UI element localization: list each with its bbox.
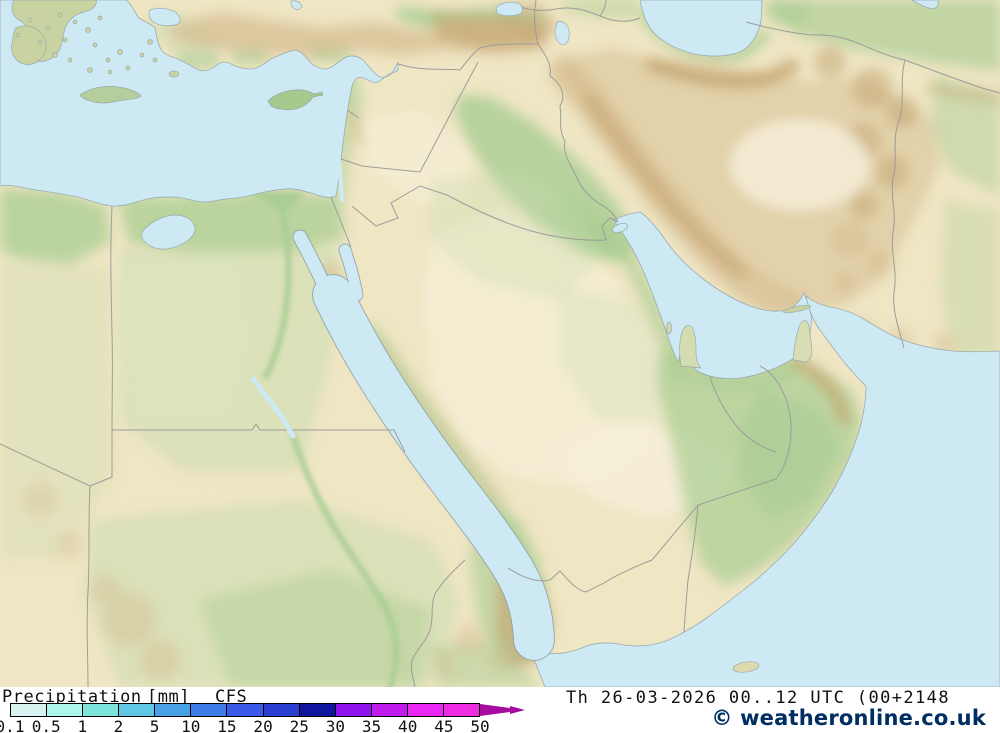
legend-ticks: 0.1 0.5 1 2 5 10 15 20 25 30 35 40 45 50 — [0, 717, 540, 733]
bahrain-island — [666, 321, 672, 335]
timestamp-text: Th 26-03-2026 00..12 UTC (00+2148 — [566, 688, 950, 708]
lake-nasser — [250, 376, 296, 439]
persian-gulf — [613, 211, 812, 379]
lake-tuz — [290, 0, 303, 11]
legend-model: CFS — [215, 687, 248, 707]
dead-sea — [336, 144, 344, 202]
legend-tick: 35 — [361, 717, 382, 733]
legend-footer: Precipitation [mm] CFS 0.1 0.5 1 2 5 10 15 20 25… — [0, 687, 1000, 733]
legend-tick: 30 — [325, 717, 346, 733]
aegean-islands — [15, 12, 158, 75]
mountains-layer — [22, 2, 1000, 680]
legend-tick: 25 — [289, 717, 309, 733]
nile-river — [250, 192, 400, 687]
caspian-sea — [639, 0, 763, 57]
legend-tick: 2 — [113, 717, 124, 733]
legend-cell — [406, 704, 443, 716]
legend-cell — [11, 704, 47, 716]
legend-tick: 0.5 — [31, 717, 61, 733]
legend-tick: 45 — [434, 717, 454, 733]
kuwait-bay — [611, 222, 629, 234]
legend-cell — [370, 704, 407, 716]
legend-tick: 10 — [181, 717, 201, 733]
legend-tick: 1 — [77, 717, 88, 733]
legend-tick: 20 — [253, 717, 273, 733]
legend-units: [mm] — [147, 687, 190, 707]
legend-cell — [442, 704, 480, 716]
legend-cell — [82, 704, 119, 716]
copyright-text: © weatheronline.co.uk — [711, 706, 986, 730]
lakes-layer — [141, 0, 570, 439]
legend-cell — [226, 704, 263, 716]
map-canvas — [0, 0, 1000, 687]
legend-tick: 40 — [398, 717, 418, 733]
legend-cell — [118, 704, 155, 716]
mediterranean-sea — [0, 0, 399, 207]
qeshm-island — [782, 304, 812, 314]
musandam-peninsula — [792, 320, 813, 363]
red-sea — [292, 229, 555, 661]
topographic-map — [0, 0, 1000, 687]
legend-cell — [190, 704, 227, 716]
legend-cell — [262, 704, 299, 716]
qattara-depression — [141, 214, 196, 250]
legend-bar — [10, 703, 480, 717]
rhodes-island — [168, 70, 180, 78]
legend-tick: 50 — [470, 717, 490, 733]
islands-layer — [11, 0, 813, 673]
borders-layer — [0, 0, 1000, 687]
arabian-sea — [529, 294, 1000, 687]
crete-island — [79, 86, 142, 104]
legend-cell — [46, 704, 83, 716]
seas-layer — [0, 0, 1000, 687]
legend-cell — [154, 704, 191, 716]
legend-cell — [298, 704, 335, 716]
qatar-peninsula — [679, 325, 702, 369]
caspian-ne-inlet — [911, 0, 939, 10]
legend-tick: 0.1 — [0, 717, 25, 733]
cyprus-island — [267, 89, 324, 111]
legend-tick: 15 — [217, 717, 237, 733]
legend-cell — [334, 704, 371, 716]
sea-of-marmara — [148, 7, 181, 27]
legend-tick: 5 — [149, 717, 160, 733]
lake-urmia — [554, 21, 570, 46]
legend-title: Precipitation — [2, 687, 142, 707]
socotra-island — [732, 661, 760, 673]
legend-arrow-icon — [480, 704, 525, 716]
lake-van — [495, 1, 523, 17]
